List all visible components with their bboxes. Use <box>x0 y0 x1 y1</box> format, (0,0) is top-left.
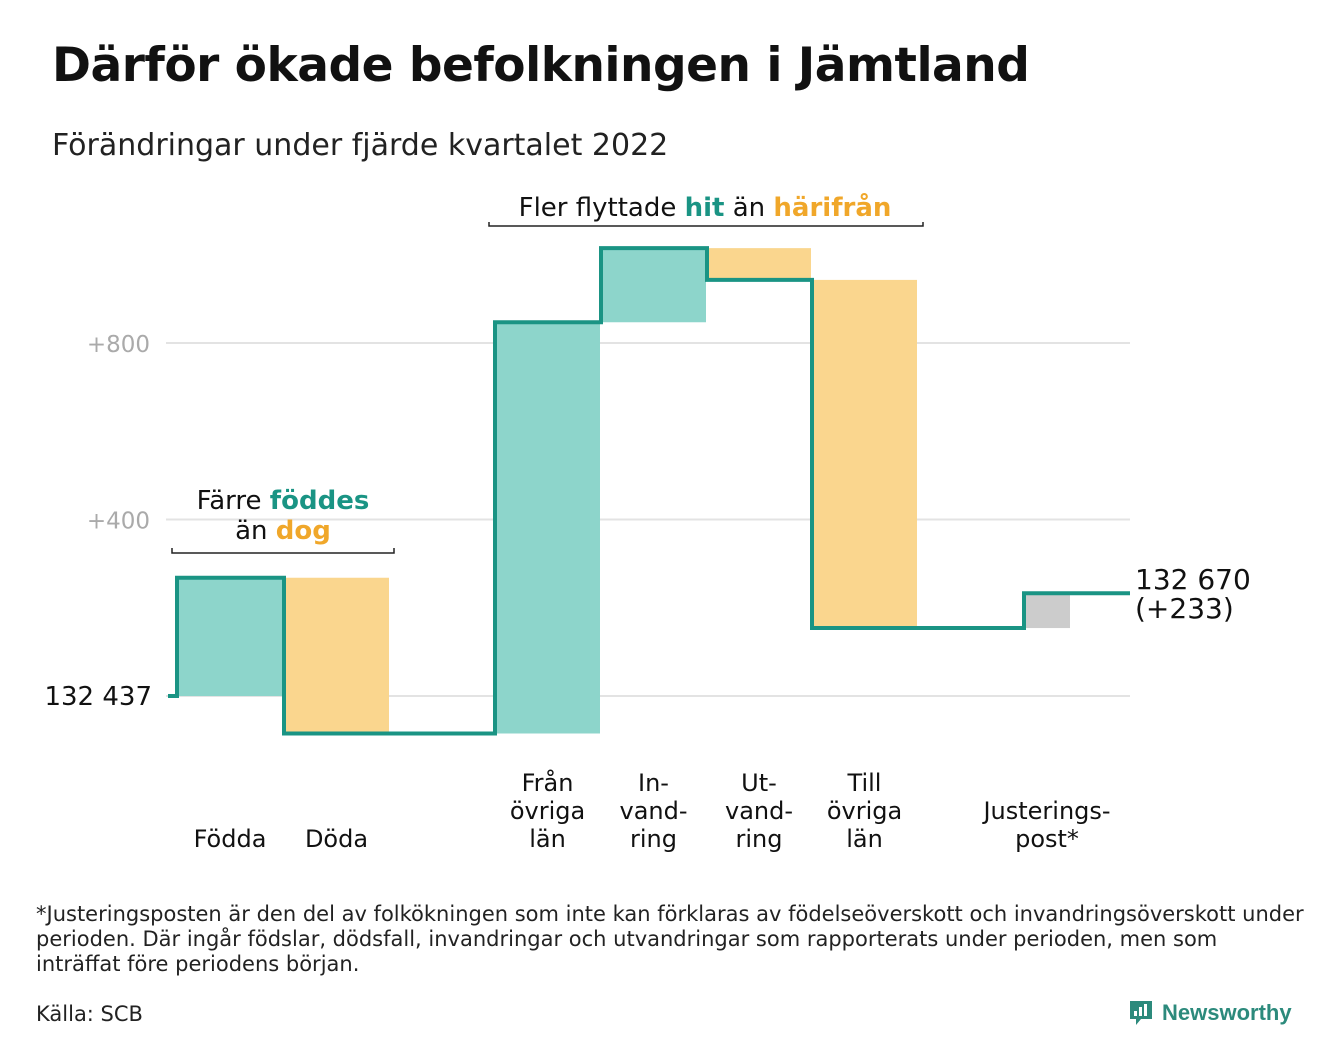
births-annotation: Färre föddes <box>197 486 370 516</box>
category-label: övriga <box>827 797 902 825</box>
y-tick-label: +800 <box>87 332 150 358</box>
category-label: vand- <box>619 797 687 825</box>
category-label: vand- <box>725 797 793 825</box>
category-label: Till <box>847 769 882 797</box>
start-value-label: 132 437 <box>44 682 152 712</box>
waterfall-bar <box>284 577 389 734</box>
category-label: län <box>529 825 566 853</box>
category-label: Födda <box>194 825 267 853</box>
brand-name: Newsworthy <box>1162 1000 1292 1025</box>
end-change-label: (+233) <box>1135 592 1234 625</box>
footnote: *Justeringsposten är den del av folkökni… <box>36 902 1304 976</box>
waterfall-bar <box>812 279 917 629</box>
category-label: övriga <box>510 797 585 825</box>
source-label: Källa: SCB <box>36 1002 143 1026</box>
category-label: Från <box>522 768 574 797</box>
category-label: ring <box>736 825 783 853</box>
newsworthy-logo-icon <box>1130 1001 1152 1025</box>
waterfall-bar <box>177 577 283 696</box>
births-annotation-line2: än dog <box>235 516 331 546</box>
category-label: post* <box>1015 825 1079 853</box>
chart-subtitle: Förändringar under fjärde kvartalet 2022 <box>52 128 669 163</box>
category-label: In- <box>638 769 669 797</box>
waterfall-bar <box>601 248 706 323</box>
category-label: Ut- <box>741 769 777 797</box>
y-tick-label: +400 <box>87 509 150 535</box>
births-bracket <box>171 548 395 554</box>
newsworthy-brand-link[interactable]: Newsworthy <box>1128 996 1292 1030</box>
cumulative-step-line <box>168 246 1130 736</box>
migration-annotation: Fler flyttade hit än härifrån <box>519 191 892 223</box>
migration-bracket <box>488 222 924 227</box>
category-label: Justerings- <box>981 797 1110 825</box>
chart-title: Därför ökade befolkningen i Jämtland <box>52 38 1030 93</box>
waterfall-bar <box>707 248 811 280</box>
category-label: län <box>846 825 883 853</box>
category-label: ring <box>630 825 677 853</box>
end-value-label: 132 670 <box>1135 563 1251 596</box>
category-label: Döda <box>305 825 368 853</box>
waterfall-bar <box>495 322 600 734</box>
waterfall-bar <box>1024 593 1070 629</box>
waterfall-chart: +400 +800 132 437 132 670(+233) Födda Döda Frå… <box>44 191 1251 853</box>
